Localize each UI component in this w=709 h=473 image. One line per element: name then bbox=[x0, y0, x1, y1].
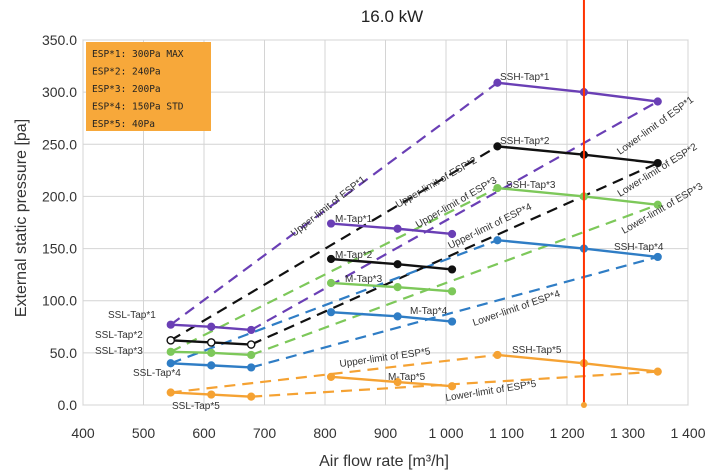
ssl-tap-point-esp2 bbox=[206, 338, 216, 347]
tick-labels: 400 500 600 700 800 900 1 000 1 100 1 200 1 300 1 … bbox=[42, 32, 706, 441]
legend-entry: ESP*3: 200Pa bbox=[92, 84, 161, 95]
ssh-tap-point-esp2 bbox=[653, 158, 662, 168]
chart-title: 16.0 kW bbox=[361, 7, 423, 26]
ssl-tap-label: SSL-Tap*3 bbox=[95, 346, 143, 357]
m-tap-point-esp2 bbox=[393, 260, 402, 269]
x-tick-label: 500 bbox=[132, 425, 156, 441]
legend-box: ESP*1: 300Pa MAX ESP*2: 240Pa ESP*3: 200Pa… bbox=[86, 42, 211, 131]
ssh-tap-point-esp1 bbox=[653, 97, 662, 106]
x-tick-label: 900 bbox=[374, 425, 398, 441]
y-tick-label: 100.0 bbox=[42, 293, 77, 309]
ssl-tap-label: SSL-Tap*4 bbox=[133, 368, 181, 379]
ssl-tap-point-esp4 bbox=[207, 361, 216, 370]
m-tap-point-esp1 bbox=[393, 224, 402, 233]
legend-entry: ESP*5: 40Pa bbox=[92, 119, 155, 130]
legend-entry: ESP*1: 300Pa MAX bbox=[92, 49, 184, 60]
ssh-tap-point-esp5 bbox=[653, 367, 662, 376]
upper-limit-esp1 bbox=[170, 81, 499, 326]
ssl-tap-point-esp4 bbox=[166, 359, 175, 368]
m-tap-label: M-Tap*1 bbox=[335, 214, 373, 225]
m-tap-label: M-Tap*4 bbox=[410, 306, 448, 317]
ssl-tap-point-esp5 bbox=[207, 390, 216, 399]
x-tick-label: 1 200 bbox=[549, 425, 584, 441]
m-tap-point-esp2 bbox=[326, 254, 336, 264]
y-tick-label: 150.0 bbox=[42, 241, 77, 257]
y-axis-label: External static pressure [pa] bbox=[13, 119, 30, 317]
m-tap-point-esp3 bbox=[447, 287, 457, 296]
upper-limit-esp5 bbox=[170, 353, 498, 394]
x-tick-label: 1 000 bbox=[428, 425, 463, 441]
m-tap-point-esp4 bbox=[447, 317, 457, 326]
x-tick-label: 800 bbox=[313, 425, 337, 441]
x-tick-label: 1 100 bbox=[489, 425, 524, 441]
ssl-tap-label: SSL-Tap*5 bbox=[172, 401, 220, 412]
m-tap-point-esp5 bbox=[447, 382, 457, 391]
y-tick-label: 50.0 bbox=[50, 345, 77, 361]
y-tick-label: 250.0 bbox=[42, 136, 77, 152]
ssl-tap-point-esp4 bbox=[247, 363, 256, 372]
ssl-tap-point-esp5 bbox=[166, 388, 175, 397]
x-axis-label: Air flow rate [m³/h] bbox=[319, 453, 449, 470]
ssh-tap-point-esp3 bbox=[493, 183, 502, 193]
m-tap-point-esp5 bbox=[393, 377, 402, 387]
ssh-tap-label: SSH-Tap*2 bbox=[500, 136, 550, 147]
x-tick-label: 600 bbox=[192, 425, 216, 441]
ssl-tap-point-esp3 bbox=[166, 347, 175, 356]
ssh-tap-point-esp2 bbox=[493, 142, 502, 151]
ssl-tap-point-esp2 bbox=[166, 336, 176, 345]
m-tap-label: M-Tap*5 bbox=[388, 372, 426, 383]
y-tick-label: 200.0 bbox=[42, 188, 77, 204]
y-tick-label: 0.0 bbox=[58, 397, 78, 413]
ssl-tap-label: SSL-Tap*2 bbox=[95, 330, 143, 341]
ssh-tap-point-esp1 bbox=[493, 78, 502, 87]
ssl-tap-point-esp3 bbox=[207, 348, 216, 357]
lower-limit-esp1 bbox=[250, 100, 659, 331]
m-tap-point-esp3 bbox=[326, 278, 336, 288]
legend-entry: ESP*2: 240Pa bbox=[92, 67, 161, 78]
selected-airflow-marker bbox=[580, 0, 587, 408]
m-tap-point-esp2 bbox=[447, 265, 457, 274]
y-tick-label: 350.0 bbox=[42, 32, 77, 48]
ssl-tap-label: SSL-Tap*1 bbox=[108, 310, 156, 321]
m-tap-point-esp1 bbox=[447, 229, 457, 239]
lower-limit-esp2 bbox=[250, 162, 659, 346]
x-tick-label: 700 bbox=[253, 425, 277, 441]
x-tick-label: 400 bbox=[71, 425, 95, 441]
m-tap-point-esp5 bbox=[326, 372, 336, 381]
m-tap-point-esp3 bbox=[393, 283, 402, 292]
ssl-tap-point-esp1 bbox=[207, 322, 216, 331]
lower-limit-esp4 bbox=[250, 255, 659, 369]
m-tap-label: M-Tap*2 bbox=[335, 250, 373, 261]
ssh-tap-point-esp4 bbox=[493, 236, 502, 245]
m-tap-point-esp4 bbox=[393, 312, 402, 321]
ssl-tap-point-esp3 bbox=[247, 350, 256, 360]
selected-airflow-base-point bbox=[580, 402, 587, 408]
lower-limit-esp3 bbox=[250, 203, 659, 356]
legend-background bbox=[86, 42, 211, 131]
ssh-tap-label: SSH-Tap*1 bbox=[500, 72, 550, 83]
ssh-tap-label: SSH-Tap*5 bbox=[512, 345, 562, 356]
legend-entry: ESP*4: 150Pa STD bbox=[92, 102, 184, 113]
upper-limit-esp3 bbox=[170, 187, 498, 353]
ssl-tap-point-esp2 bbox=[246, 340, 256, 349]
upper-limit-esp2 bbox=[170, 145, 498, 342]
m-tap-point-esp4 bbox=[326, 308, 336, 317]
ssl-tap-point-esp1 bbox=[166, 320, 175, 329]
ssh-tap-label: SSH-Tap*3 bbox=[506, 180, 556, 191]
ssh-tap-point-esp4 bbox=[653, 252, 662, 262]
x-tick-label: 1 300 bbox=[610, 425, 645, 441]
x-tick-label: 1 400 bbox=[670, 425, 705, 441]
m-tap-label: M-Tap*3 bbox=[345, 274, 383, 285]
ssl-tap-point-esp5 bbox=[247, 392, 256, 401]
ssh-tap-point-esp5 bbox=[493, 350, 502, 360]
ssh-tap-point-esp3 bbox=[653, 200, 662, 209]
y-tick-label: 300.0 bbox=[42, 84, 77, 100]
m-tap-point-esp1 bbox=[326, 219, 336, 228]
ssl-tap-point-esp1 bbox=[247, 325, 256, 335]
ssh-tap-label: SSH-Tap*4 bbox=[614, 242, 664, 253]
